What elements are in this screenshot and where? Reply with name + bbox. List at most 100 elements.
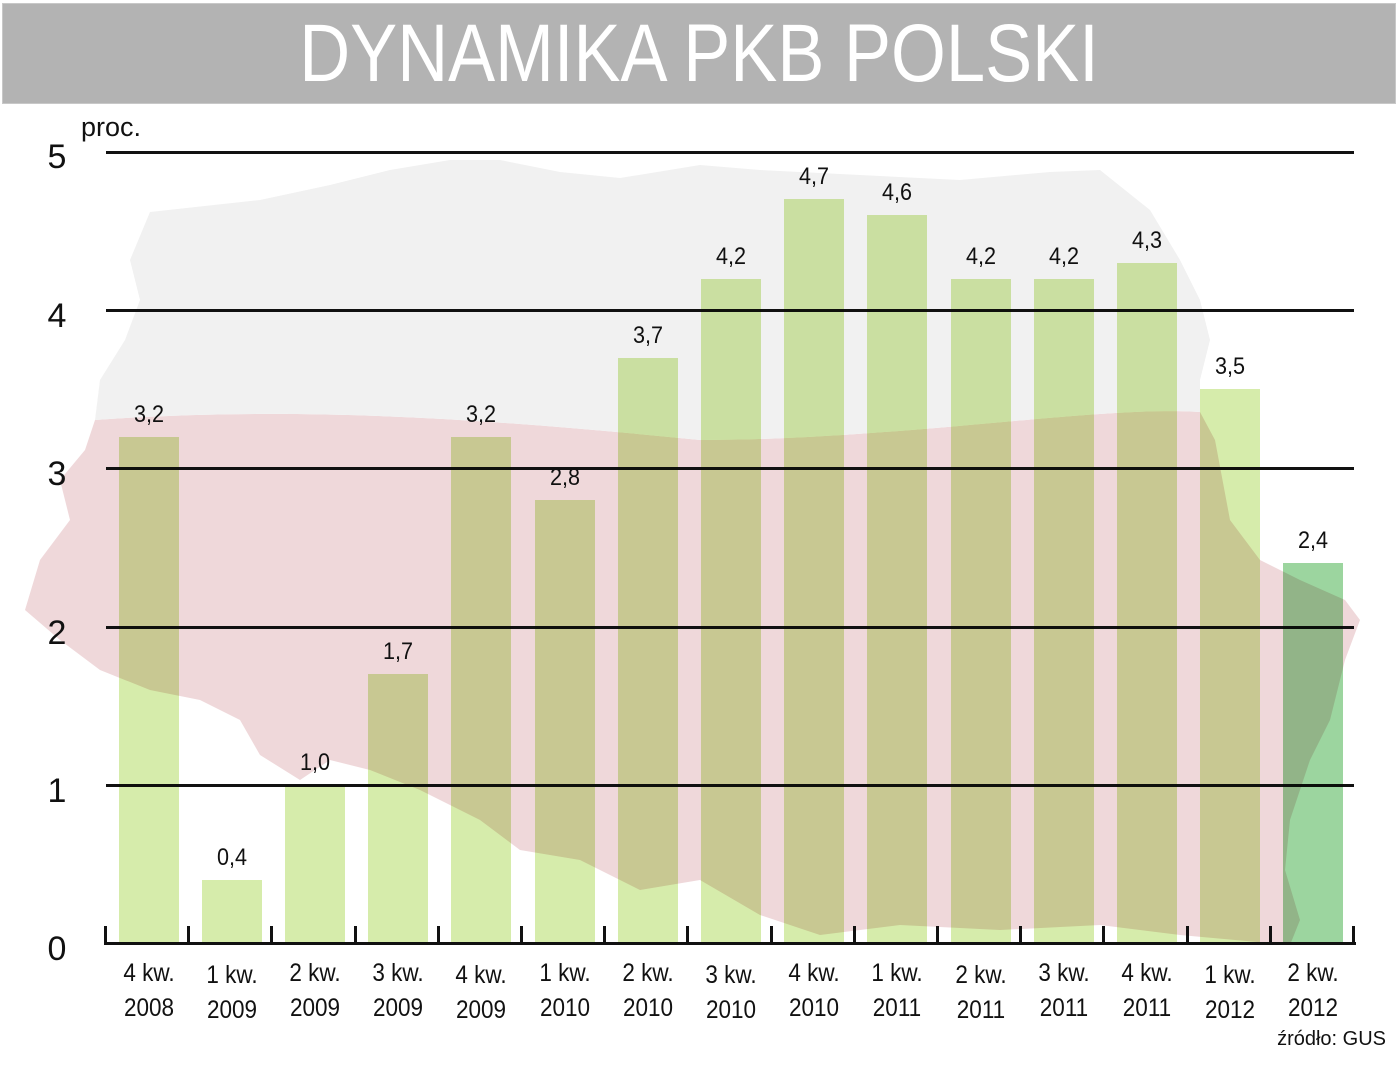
year-label: 2010 (789, 994, 840, 1022)
bar (368, 674, 429, 943)
quarter-label: 3 kw. (705, 961, 757, 989)
quarter-label: 4 kw. (1121, 959, 1173, 987)
y-tick-label: 5 (47, 138, 67, 176)
year-label: 2008 (123, 994, 174, 1022)
bar-value-label: 1,7 (383, 638, 414, 666)
y-tick-label: 3 (47, 455, 67, 493)
year-label: 2009 (206, 996, 257, 1024)
quarter-label: 4 kw. (788, 959, 840, 987)
bar-value-label: 4,7 (799, 163, 830, 191)
bar-value-label: 3,2 (466, 400, 497, 428)
quarter-label: 4 kw. (122, 959, 175, 987)
x-axis-tick (270, 926, 274, 944)
year-label: 2010 (705, 996, 757, 1024)
gridline-5 (106, 151, 1354, 154)
chart-title: DYNAMIKA PKB POLSKI (299, 7, 1099, 99)
x-axis-tick (1019, 926, 1023, 944)
x-axis-category-label: 4 kw. 2008 (108, 956, 189, 1026)
x-axis-category-label: 4 kw. 2009 (441, 958, 522, 1028)
quarter-label: 4 kw. (455, 961, 508, 989)
bar-value-label: 3,5 (1215, 353, 1246, 381)
quarter-label: 1 kw. (206, 961, 258, 989)
x-axis-category-label: 3 kw. 2009 (358, 956, 439, 1026)
quarter-label: 1 kw. (871, 959, 924, 987)
year-label: 2009 (373, 994, 424, 1022)
bar (285, 784, 345, 943)
quarter-label: 2 kw. (289, 959, 341, 987)
bar-value-label: 4,6 (882, 179, 913, 207)
bar (1200, 389, 1261, 943)
bar (1283, 563, 1344, 943)
x-axis-tick (436, 926, 440, 944)
bar-value-label: 4,2 (1048, 242, 1079, 270)
x-axis-category-label: 1 kw. 2012 (1190, 958, 1271, 1028)
quarter-label: 2 kw. (622, 959, 674, 987)
x-axis-category-label: 1 kw. 2009 (191, 958, 272, 1028)
quarter-label: 2 kw. (954, 961, 1007, 989)
quarter-label: 2 kw. (1287, 959, 1340, 987)
y-tick-label: 2 (47, 614, 67, 652)
source-note: źródło: GUS (1277, 1028, 1386, 1050)
bar (867, 215, 928, 943)
year-label: 2009 (456, 996, 507, 1024)
bar (201, 879, 262, 943)
year-label: 2011 (1039, 994, 1088, 1022)
x-axis-category-label: 3 kw. 2011 (1023, 956, 1104, 1026)
x-axis-tick (520, 926, 523, 944)
year-label: 2010 (539, 994, 590, 1022)
quarter-label: 1 kw. (1204, 961, 1256, 989)
bar-value-label: 1,0 (299, 748, 331, 776)
bar (118, 436, 179, 943)
year-label: 2012 (1288, 994, 1339, 1022)
bar-value-label: 4,2 (715, 242, 747, 270)
x-axis-tick (1352, 926, 1355, 944)
bar-value-label: 3,2 (133, 400, 164, 428)
x-axis-baseline (104, 942, 1356, 945)
y-tick-label: 1 (47, 772, 67, 810)
year-label: 2010 (622, 994, 673, 1022)
bar (950, 278, 1011, 943)
bar-value-label: 4,3 (1131, 226, 1163, 254)
year-label: 2012 (1205, 996, 1256, 1024)
year-label: 2011 (956, 996, 1005, 1024)
x-axis-tick (104, 926, 107, 944)
x-axis-category-label: 2 kw. 2012 (1273, 956, 1354, 1026)
bar (701, 278, 761, 943)
x-axis-category-label: 2 kw. 2011 (940, 958, 1021, 1028)
x-axis-tick (603, 926, 607, 944)
x-axis-category-label: 2 kw. 2010 (607, 956, 688, 1026)
bar (1033, 278, 1094, 943)
bar (1117, 262, 1177, 943)
year-label: 2009 (289, 994, 341, 1022)
x-axis-category-label: 1 kw. 2010 (524, 956, 605, 1026)
bar (451, 436, 512, 943)
bar-value-label: 4,2 (965, 242, 996, 270)
x-axis-category-label: 4 kw. 2011 (1107, 956, 1188, 1026)
x-axis-category-label: 4 kw. 2010 (774, 956, 855, 1026)
quarter-label: 1 kw. (538, 959, 591, 987)
x-axis-tick (936, 926, 939, 944)
x-axis-tick (1268, 926, 1272, 944)
bar-value-label: 2,4 (1298, 527, 1329, 555)
y-axis-unit-label: proc. (81, 112, 142, 142)
quarter-label: 3 kw. (1038, 959, 1090, 987)
bar-value-label: 3,7 (632, 321, 663, 349)
x-axis-tick (353, 926, 357, 944)
x-axis-tick (1185, 926, 1189, 944)
year-label: 2011 (1122, 994, 1172, 1022)
bar-value-label: 0,4 (216, 843, 247, 871)
bar (534, 500, 595, 943)
map-upper-white (95, 160, 1210, 440)
x-axis-category-label: 3 kw. 2010 (691, 958, 772, 1028)
title-band: DYNAMIKA PKB POLSKI (2, 3, 1396, 104)
x-axis-tick (852, 926, 856, 944)
year-label: 2011 (873, 994, 922, 1022)
y-tick-label: 0 (47, 930, 67, 968)
quarter-label: 3 kw. (372, 959, 424, 987)
x-axis-tick (686, 926, 690, 944)
bar (784, 199, 845, 943)
bar (617, 357, 678, 943)
x-axis-tick (769, 926, 773, 944)
map-lower-red (25, 411, 1360, 946)
